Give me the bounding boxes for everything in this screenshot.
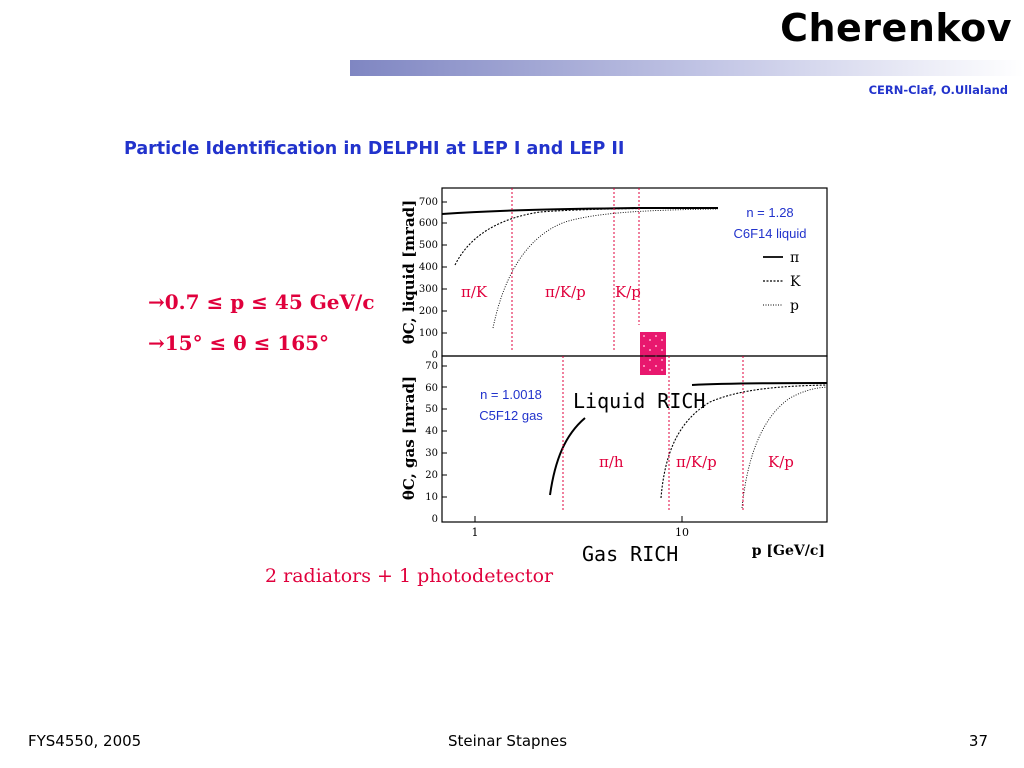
liquid-ytick: 500 xyxy=(419,240,438,251)
footer-author: Steinar Stapnes xyxy=(448,732,568,750)
legend-pion: π xyxy=(790,250,799,266)
gas-region-pi-k-p: π/K/p xyxy=(676,453,717,471)
footer-page-number: 37 xyxy=(968,732,988,750)
liquid-rich-label: Liquid RICH xyxy=(573,389,705,413)
gas-ytick: 30 xyxy=(425,448,438,459)
liquid-ytick: 700 xyxy=(419,197,438,208)
angle-range-bullet: →15° ≤ θ ≤ 165° xyxy=(148,331,330,355)
liquid-region-k-p: K/p xyxy=(615,283,641,301)
liquid-panel: 700 600 500 400 300 200 100 0 θC, liquid… xyxy=(400,187,828,361)
x-axis-label: p [GeV/c] xyxy=(752,543,825,559)
proton-curve-liquid xyxy=(492,208,719,329)
liquid-region-pi-k-p: π/K/p xyxy=(545,283,586,301)
gas-panel: 70 60 50 40 30 20 10 0 θC, gas [mrad] π/… xyxy=(400,355,828,559)
gas-region-k-p: K/p xyxy=(768,453,794,471)
gas-ytick: 0 xyxy=(432,514,438,525)
liquid-ylabel: θC, liquid [mrad] xyxy=(400,200,418,345)
legend-kaon: K xyxy=(790,274,801,290)
gas-region-pi-h: π/h xyxy=(599,453,624,471)
gas-rich-label: Gas RICH xyxy=(582,542,678,566)
gas-panel-frame xyxy=(441,355,828,523)
legend-proton: p xyxy=(790,298,799,314)
slide-title: Cherenkov xyxy=(780,6,1012,50)
credit-text: CERN-Claf, O.Ullaland xyxy=(868,83,1008,97)
gas-medium-name: C5F12 gas xyxy=(479,408,543,423)
liquid-ytick: 0 xyxy=(432,350,438,361)
gas-ytick: 70 xyxy=(425,361,438,372)
pion-curve-gas xyxy=(549,417,586,496)
radiators-caption: 2 radiators + 1 photodetector xyxy=(265,565,554,587)
gas-medium-index: n = 1.0018 xyxy=(480,387,542,402)
title-gradient-bar xyxy=(350,60,1024,76)
liquid-ytick: 100 xyxy=(419,328,438,339)
gas-ylabel: θC, gas [mrad] xyxy=(400,376,418,500)
liquid-ytick: 600 xyxy=(419,218,438,229)
pion-curve-liquid xyxy=(441,207,718,215)
kaon-curve-liquid xyxy=(454,207,719,266)
kaon-curve-gas xyxy=(660,384,828,499)
pion-curve-gas-high xyxy=(691,382,828,386)
liquid-ytick: 200 xyxy=(419,306,438,317)
xtick-1: 1 xyxy=(472,526,479,539)
proton-curve-gas xyxy=(741,386,828,509)
particle-legend: π K p xyxy=(763,250,801,314)
footer-course: FYS4550, 2005 xyxy=(28,732,142,750)
gas-ytick: 20 xyxy=(425,470,438,481)
gas-ytick: 10 xyxy=(425,492,438,503)
slide-subtitle: Particle Identification in DELPHI at LEP… xyxy=(124,139,625,159)
momentum-overlap-highlight xyxy=(640,332,666,375)
xtick-10: 10 xyxy=(675,526,689,539)
liquid-panel-frame xyxy=(441,187,828,357)
liquid-ytick: 400 xyxy=(419,262,438,273)
liquid-medium-name: C6F14 liquid xyxy=(734,226,807,241)
momentum-range-bullet: →0.7 ≤ p ≤ 45 GeV/c xyxy=(148,290,375,314)
cherenkov-angle-figure: 700 600 500 400 300 200 100 0 θC, liquid… xyxy=(400,187,828,566)
gas-ytick: 40 xyxy=(425,426,438,437)
gas-ytick: 50 xyxy=(425,404,438,415)
liquid-ytick: 300 xyxy=(419,284,438,295)
liquid-region-pi-k: π/K xyxy=(461,283,488,301)
gas-ytick: 60 xyxy=(425,383,438,394)
liquid-medium-index: n = 1.28 xyxy=(746,205,793,220)
